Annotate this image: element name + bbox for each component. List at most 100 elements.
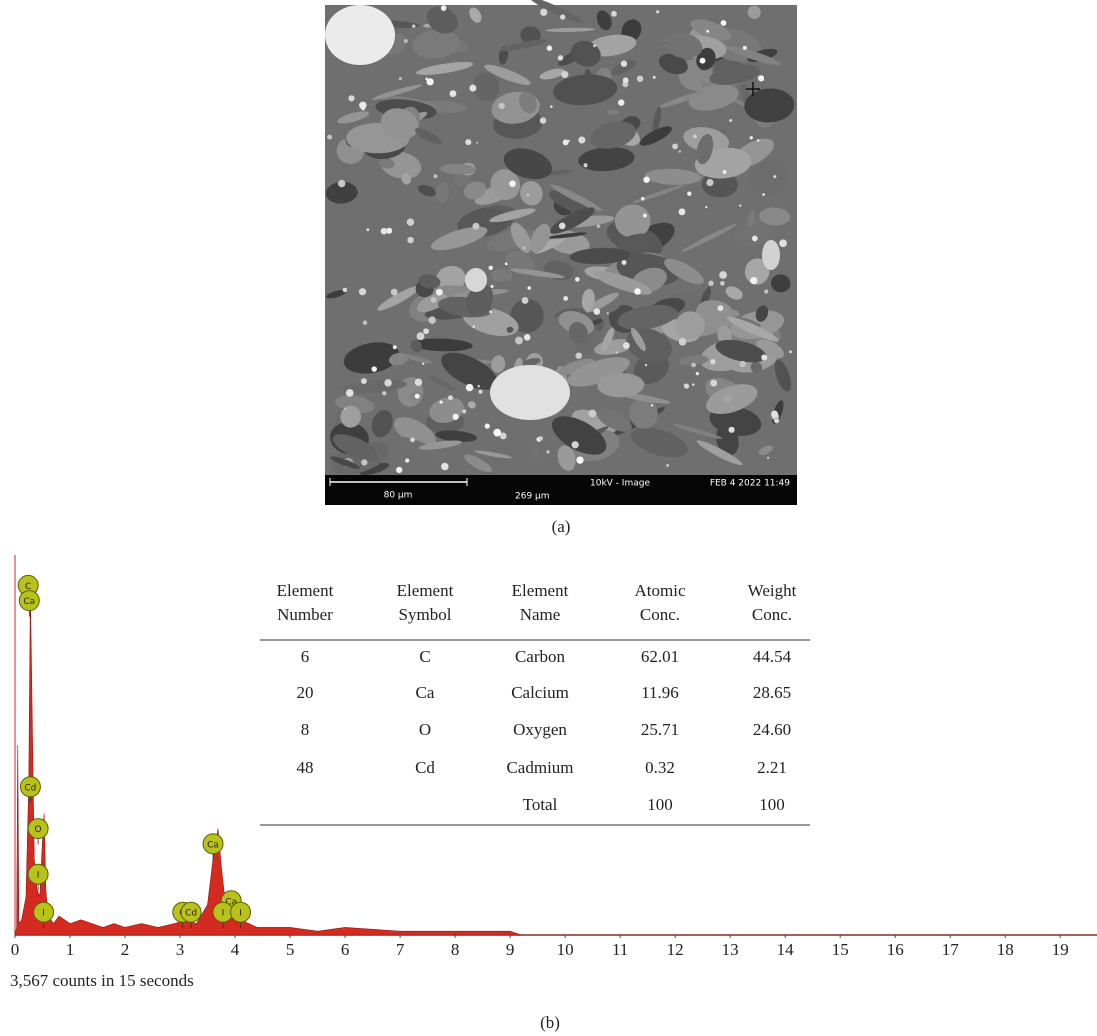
x-tick-label: 12 [667,940,684,959]
texture [489,266,493,270]
texture [679,338,687,346]
element-marker-label: Cd [24,783,36,793]
x-tick-label: 5 [286,940,295,959]
texture [428,316,435,323]
texture [641,197,645,201]
texture [560,14,565,19]
scale-bar-label: 80 µm [384,491,413,501]
texture [752,236,758,242]
texture [359,288,366,295]
mode: 10kV - Image [590,479,650,489]
texture [653,76,656,79]
table-cell: 20 [297,683,314,702]
texture [361,107,365,111]
texture [422,362,424,364]
table-cell: 8 [301,720,310,739]
x-tick-label: 10 [557,940,574,959]
texture [593,308,600,315]
element-marker-label: I [37,871,40,881]
sem-image: 80 µm 269 µm 10kV - Image FEB 4 2022 11:… [325,0,797,505]
table-cell: Carbon [515,647,566,666]
texture [692,383,695,386]
table-cell: 100 [647,795,673,814]
texture [720,281,725,286]
texture [700,58,706,64]
texture [338,180,345,187]
element-marker-label: Ca [207,840,219,850]
table-cell: 28.65 [753,683,791,702]
texture [361,459,367,465]
texture [563,296,568,301]
texture [441,5,447,11]
texture [607,312,609,314]
texture [441,463,449,471]
figure: 80 µm 269 µm 10kV - Image FEB 4 2022 11:… [0,0,1097,1036]
texture [739,204,741,206]
texture [679,208,686,215]
texture [762,240,780,270]
texture [344,408,346,410]
table-cell: Cadmium [506,758,573,777]
table-header: Weight [748,581,797,600]
texture [729,427,735,433]
texture [498,103,504,109]
texture [527,286,531,290]
texture [472,223,479,230]
x-tick-label: 0 [11,940,20,959]
texture [472,325,475,328]
texture [382,391,386,395]
texture [575,277,580,282]
x-tick-label: 6 [341,940,350,959]
texture [524,334,531,341]
texture [427,78,434,85]
texture [621,61,627,67]
x-tick-label: 3 [176,940,185,959]
texture [611,11,617,17]
texture [687,191,691,195]
texture [729,119,732,122]
texture [450,90,457,97]
texture [540,117,547,124]
texture [558,55,563,60]
table-cell: C [419,647,430,666]
texture [722,170,726,174]
texture [618,99,624,105]
texture [563,139,569,145]
table-cell: O [419,720,431,739]
table-cell: 25.71 [641,720,679,739]
texture [773,175,776,178]
texture [415,394,420,399]
x-tick-label: 4 [231,940,240,959]
table-cell: 48 [297,758,314,777]
texture [363,320,367,324]
texture [509,180,516,187]
texture [485,424,490,429]
texture [391,289,398,296]
table-header: Name [520,605,561,624]
texture [593,44,596,47]
texture [415,378,422,385]
texture [559,223,566,230]
x-tick-label: 9 [506,940,515,959]
texture [672,143,678,149]
texture [643,176,649,182]
field-width: 269 µm [515,492,550,502]
x-tick-label: 18 [997,940,1014,959]
texture [651,404,653,406]
texture [410,437,415,442]
texture [466,384,473,391]
texture [407,218,414,225]
texture [717,305,723,311]
texture [623,342,630,349]
texture [523,247,526,250]
table-cell: Total [523,795,558,814]
texture [588,410,596,418]
texture [597,224,600,227]
texture [571,441,578,448]
texture [515,337,523,345]
table-cell: Ca [416,683,435,702]
texture [578,136,585,143]
texture [489,310,492,313]
texture [684,384,686,386]
x-tick-label: 11 [612,940,628,959]
